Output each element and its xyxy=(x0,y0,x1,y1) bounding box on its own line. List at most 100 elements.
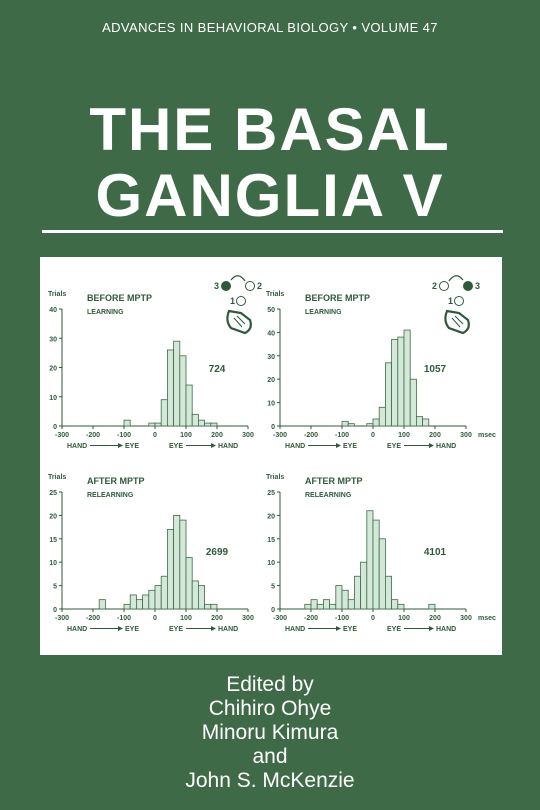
panel-title: BEFORE MPTP xyxy=(305,293,370,303)
histogram-bar xyxy=(173,514,181,610)
target-number: 1 xyxy=(230,296,235,306)
histogram-bar xyxy=(347,599,355,610)
histogram-bar xyxy=(167,349,175,427)
histogram-bar xyxy=(191,413,199,427)
target-circle xyxy=(454,296,464,306)
x-tick-label: -200 xyxy=(86,432,100,439)
histogram-bar xyxy=(142,594,150,610)
direction-arrowhead xyxy=(336,443,341,448)
histogram-bar xyxy=(310,599,318,610)
y-tick-label: 10 xyxy=(267,560,275,567)
trial-count-label: 2699 xyxy=(206,547,229,558)
histogram-bar xyxy=(185,384,193,427)
direction-label: HAND xyxy=(436,443,456,450)
y-tick-label: 5 xyxy=(271,584,275,591)
histogram-bar xyxy=(197,419,205,427)
y-tick-label: 30 xyxy=(267,354,275,361)
x-tick-label: 0 xyxy=(153,432,157,439)
x-tick-label: 300 xyxy=(460,432,472,439)
editors-block: Edited by Chihiro Ohye Minoru Kimura and… xyxy=(0,673,540,793)
target-circle xyxy=(236,296,246,306)
x-tick-label: -200 xyxy=(86,615,100,622)
x-tick-label: 200 xyxy=(429,615,441,622)
histogram-bar xyxy=(347,423,355,427)
histogram-bar xyxy=(378,406,386,427)
panel-title: AFTER MPTP xyxy=(87,476,145,486)
histogram-bar xyxy=(179,355,187,427)
y-tick-label: 0 xyxy=(53,424,57,431)
histogram-bar xyxy=(123,419,131,427)
histogram-bar xyxy=(191,580,199,610)
y-tick-label: 40 xyxy=(267,330,275,337)
direction-arrowhead xyxy=(211,626,216,631)
y-tick-label: 50 xyxy=(267,307,275,314)
direction-label: EYE xyxy=(169,443,183,450)
y-tick-label: 20 xyxy=(49,513,57,520)
direction-label: EYE xyxy=(125,443,139,450)
histogram-bar xyxy=(204,603,212,610)
histogram-bar xyxy=(154,585,162,610)
panel-subtitle: LEARNING xyxy=(87,309,124,316)
direction-label: HAND xyxy=(218,626,238,633)
trial-count-label: 4101 xyxy=(424,547,447,558)
x-tick-label: 200 xyxy=(211,615,223,622)
book-title-line-1: THE BASAL xyxy=(89,96,451,163)
y-tick-label: 5 xyxy=(53,584,57,591)
histogram-bar xyxy=(422,418,430,427)
histogram-bar xyxy=(185,557,193,610)
histogram-bar xyxy=(160,399,168,427)
x-tick-label: 100 xyxy=(180,432,192,439)
editor-name-2: Minoru Kimura xyxy=(201,721,339,744)
histogram-bar xyxy=(123,603,131,610)
histogram-bar xyxy=(167,529,175,610)
direction-label: HAND xyxy=(285,626,305,633)
x-tick-label: -300 xyxy=(273,615,287,622)
direction-label: HAND xyxy=(436,626,456,633)
x-tick-label: -300 xyxy=(55,432,69,439)
histogram-bar xyxy=(335,585,343,610)
target-circle xyxy=(221,281,231,291)
editor-name-1: Chihiro Ohye xyxy=(208,697,332,720)
histogram-bar xyxy=(372,418,380,427)
y-tick-label: 0 xyxy=(271,424,275,431)
x-tick-label: 200 xyxy=(429,432,441,439)
hand-hatch xyxy=(233,315,246,328)
x-tick-label: 100 xyxy=(398,615,410,622)
y-tick-label: 10 xyxy=(267,401,275,408)
y-tick-label: 25 xyxy=(267,490,275,497)
histogram-bar xyxy=(148,589,156,610)
histogram-bar xyxy=(204,422,212,427)
direction-label: EYE xyxy=(125,626,139,633)
histogram-bar xyxy=(391,599,399,610)
target-number: 3 xyxy=(475,281,480,291)
histogram-bar xyxy=(372,519,380,610)
histogram-bar xyxy=(210,422,218,427)
series-line: ADVANCES IN BEHAVIORAL BIOLOGY • VOLUME … xyxy=(102,20,438,35)
hand-hatch xyxy=(451,315,464,328)
direction-label: HAND xyxy=(67,443,87,450)
target-circle xyxy=(463,281,473,291)
panel-title: BEFORE MPTP xyxy=(87,293,152,303)
histogram-bar xyxy=(322,599,330,610)
movement-arrow xyxy=(448,275,464,282)
y-tick-label: 15 xyxy=(267,537,275,544)
histogram-bar xyxy=(403,329,411,427)
y-tick-label: 30 xyxy=(49,336,57,343)
histogram-bar xyxy=(415,416,423,427)
x-tick-label: -100 xyxy=(335,615,349,622)
x-tick-label: -100 xyxy=(117,432,131,439)
y-tick-label: 0 xyxy=(53,607,57,614)
x-tick-label: 0 xyxy=(153,615,157,622)
x-tick-label: -200 xyxy=(304,432,318,439)
histogram-bar xyxy=(341,589,349,610)
x-tick-label: 0 xyxy=(371,615,375,622)
direction-label: HAND xyxy=(218,443,238,450)
histogram-bar xyxy=(160,575,168,610)
y-tick-label: 20 xyxy=(267,513,275,520)
target-number: 2 xyxy=(432,281,437,291)
x-unit-label: msec xyxy=(478,615,496,622)
histogram-bar xyxy=(360,561,368,610)
edited-by-label: Edited by xyxy=(226,673,314,696)
panel-subtitle: LEARNING xyxy=(305,309,342,316)
direction-label: HAND xyxy=(285,443,305,450)
